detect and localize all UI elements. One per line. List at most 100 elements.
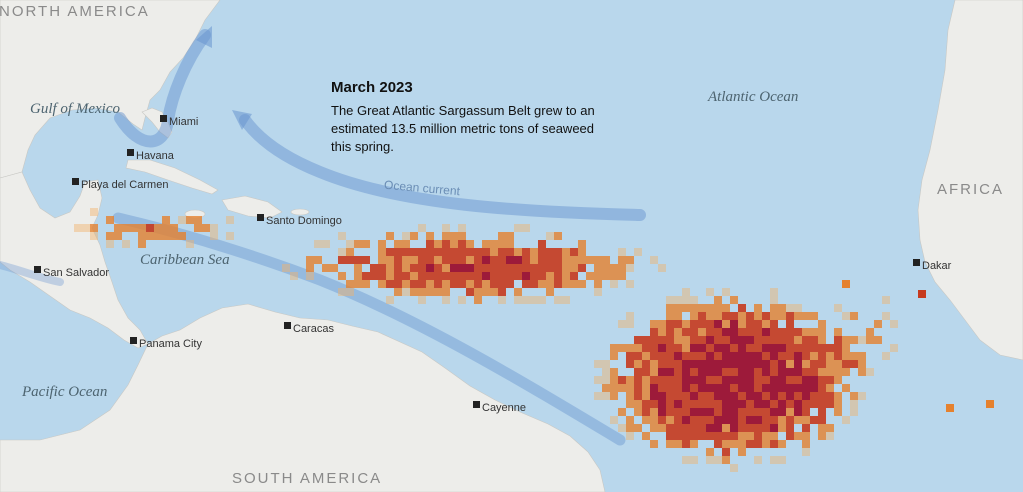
sargassum-cell	[618, 408, 626, 416]
sargassum-cell	[706, 344, 714, 352]
sargassum-cell	[738, 328, 746, 336]
sargassum-cell	[594, 360, 602, 368]
sargassum-cell	[802, 392, 810, 400]
sargassum-cell	[746, 392, 754, 400]
sargassum-cell	[730, 328, 738, 336]
sargassum-cell	[722, 408, 730, 416]
sargassum-cell	[186, 240, 194, 248]
sargassum-cell	[786, 432, 794, 440]
sargassum-cell	[658, 264, 666, 272]
sargassum-cell	[706, 360, 714, 368]
sargassum-cell	[850, 360, 858, 368]
sargassum-cell	[786, 408, 794, 416]
sargassum-cell	[714, 408, 722, 416]
sargassum-cell	[666, 360, 674, 368]
sargassum-cell	[786, 384, 794, 392]
city-label: Dakar	[922, 260, 952, 272]
sargassum-cell	[658, 424, 666, 432]
sargassum-cell	[730, 344, 738, 352]
sargassum-cell	[714, 320, 722, 328]
sargassum-cell	[826, 384, 834, 392]
sargassum-cell	[786, 352, 794, 360]
sargassum-cell	[458, 272, 466, 280]
sargassum-cell	[434, 248, 442, 256]
sargassum-cell	[706, 408, 714, 416]
sargassum-cell	[658, 416, 666, 424]
sargassum-cell	[458, 248, 466, 256]
sargassum-cell	[770, 424, 778, 432]
city-marker-icon	[160, 115, 167, 122]
sargassum-cell	[378, 280, 386, 288]
sargassum-cell	[354, 272, 362, 280]
sargassum-cell	[858, 360, 866, 368]
sargassum-cell	[386, 248, 394, 256]
sargassum-cell	[674, 376, 682, 384]
sargassum-cell	[226, 216, 234, 224]
sargassum-cell	[826, 352, 834, 360]
sargassum-cell	[706, 328, 714, 336]
sargassum-cell	[418, 256, 426, 264]
region-label-north-america: NORTH AMERICA	[0, 3, 150, 20]
sargassum-cell	[738, 432, 746, 440]
sargassum-cell	[162, 224, 170, 232]
sargassum-cell	[762, 320, 770, 328]
sargassum-cell	[682, 344, 690, 352]
sargassum-cell	[554, 296, 562, 304]
sargassum-cell	[602, 384, 610, 392]
sargassum-cell	[474, 248, 482, 256]
sargassum-cell	[410, 248, 418, 256]
sargassum-cell	[530, 248, 538, 256]
sargassum-cell	[778, 440, 786, 448]
sargassum-cell	[426, 248, 434, 256]
sargassum-cell	[530, 280, 538, 288]
sargassum-cell	[634, 408, 642, 416]
sargassum-cell	[674, 368, 682, 376]
sargassum-cell	[754, 384, 762, 392]
sargassum-cell	[842, 368, 850, 376]
sargassum-cell	[698, 424, 706, 432]
sargassum-cell	[410, 264, 418, 272]
sargassum-cell	[722, 376, 730, 384]
sargassum-cell	[498, 296, 506, 304]
sargassum-cell	[386, 232, 394, 240]
sargassum-cell	[690, 432, 698, 440]
sargassum-cell	[690, 352, 698, 360]
sargassum-cell	[738, 424, 746, 432]
sargassum-cell	[818, 328, 826, 336]
sargassum-cell	[666, 432, 674, 440]
sargassum-cell	[450, 280, 458, 288]
sargassum-cell	[578, 248, 586, 256]
sargassum-cell	[722, 440, 730, 448]
sargassum-cell	[314, 256, 322, 264]
sargassum-cell	[570, 248, 578, 256]
sargassum-cell	[658, 384, 666, 392]
sargassum-cell	[466, 272, 474, 280]
city-label: Santo Domingo	[266, 215, 342, 227]
sargassum-cell	[794, 392, 802, 400]
sargassum-cell	[666, 424, 674, 432]
sargassum-cell	[282, 264, 290, 272]
sargassum-cell	[778, 352, 786, 360]
sargassum-cell	[394, 272, 402, 280]
sargassum-cell	[666, 384, 674, 392]
sargassum-cell	[890, 320, 898, 328]
sargassum-cell	[770, 432, 778, 440]
sargassum-cell	[466, 248, 474, 256]
sargassum-cell	[810, 416, 818, 424]
sargassum-cell	[794, 432, 802, 440]
sargassum-cell	[714, 328, 722, 336]
sargassum-cell	[866, 336, 874, 344]
sargassum-cell	[106, 240, 114, 248]
sargassum-cell	[802, 368, 810, 376]
sargassum-cell	[690, 408, 698, 416]
sargassum-cell	[778, 400, 786, 408]
sargassum-cell	[610, 352, 618, 360]
sargassum-cell	[714, 376, 722, 384]
sargassum-cell	[682, 320, 690, 328]
sargassum-cell	[130, 224, 138, 232]
sargassum-cell	[770, 416, 778, 424]
sargassum-cell	[546, 288, 554, 296]
region-label-south-america: SOUTH AMERICA	[232, 470, 383, 487]
sargassum-cell	[818, 344, 826, 352]
sargassum-cell	[666, 352, 674, 360]
